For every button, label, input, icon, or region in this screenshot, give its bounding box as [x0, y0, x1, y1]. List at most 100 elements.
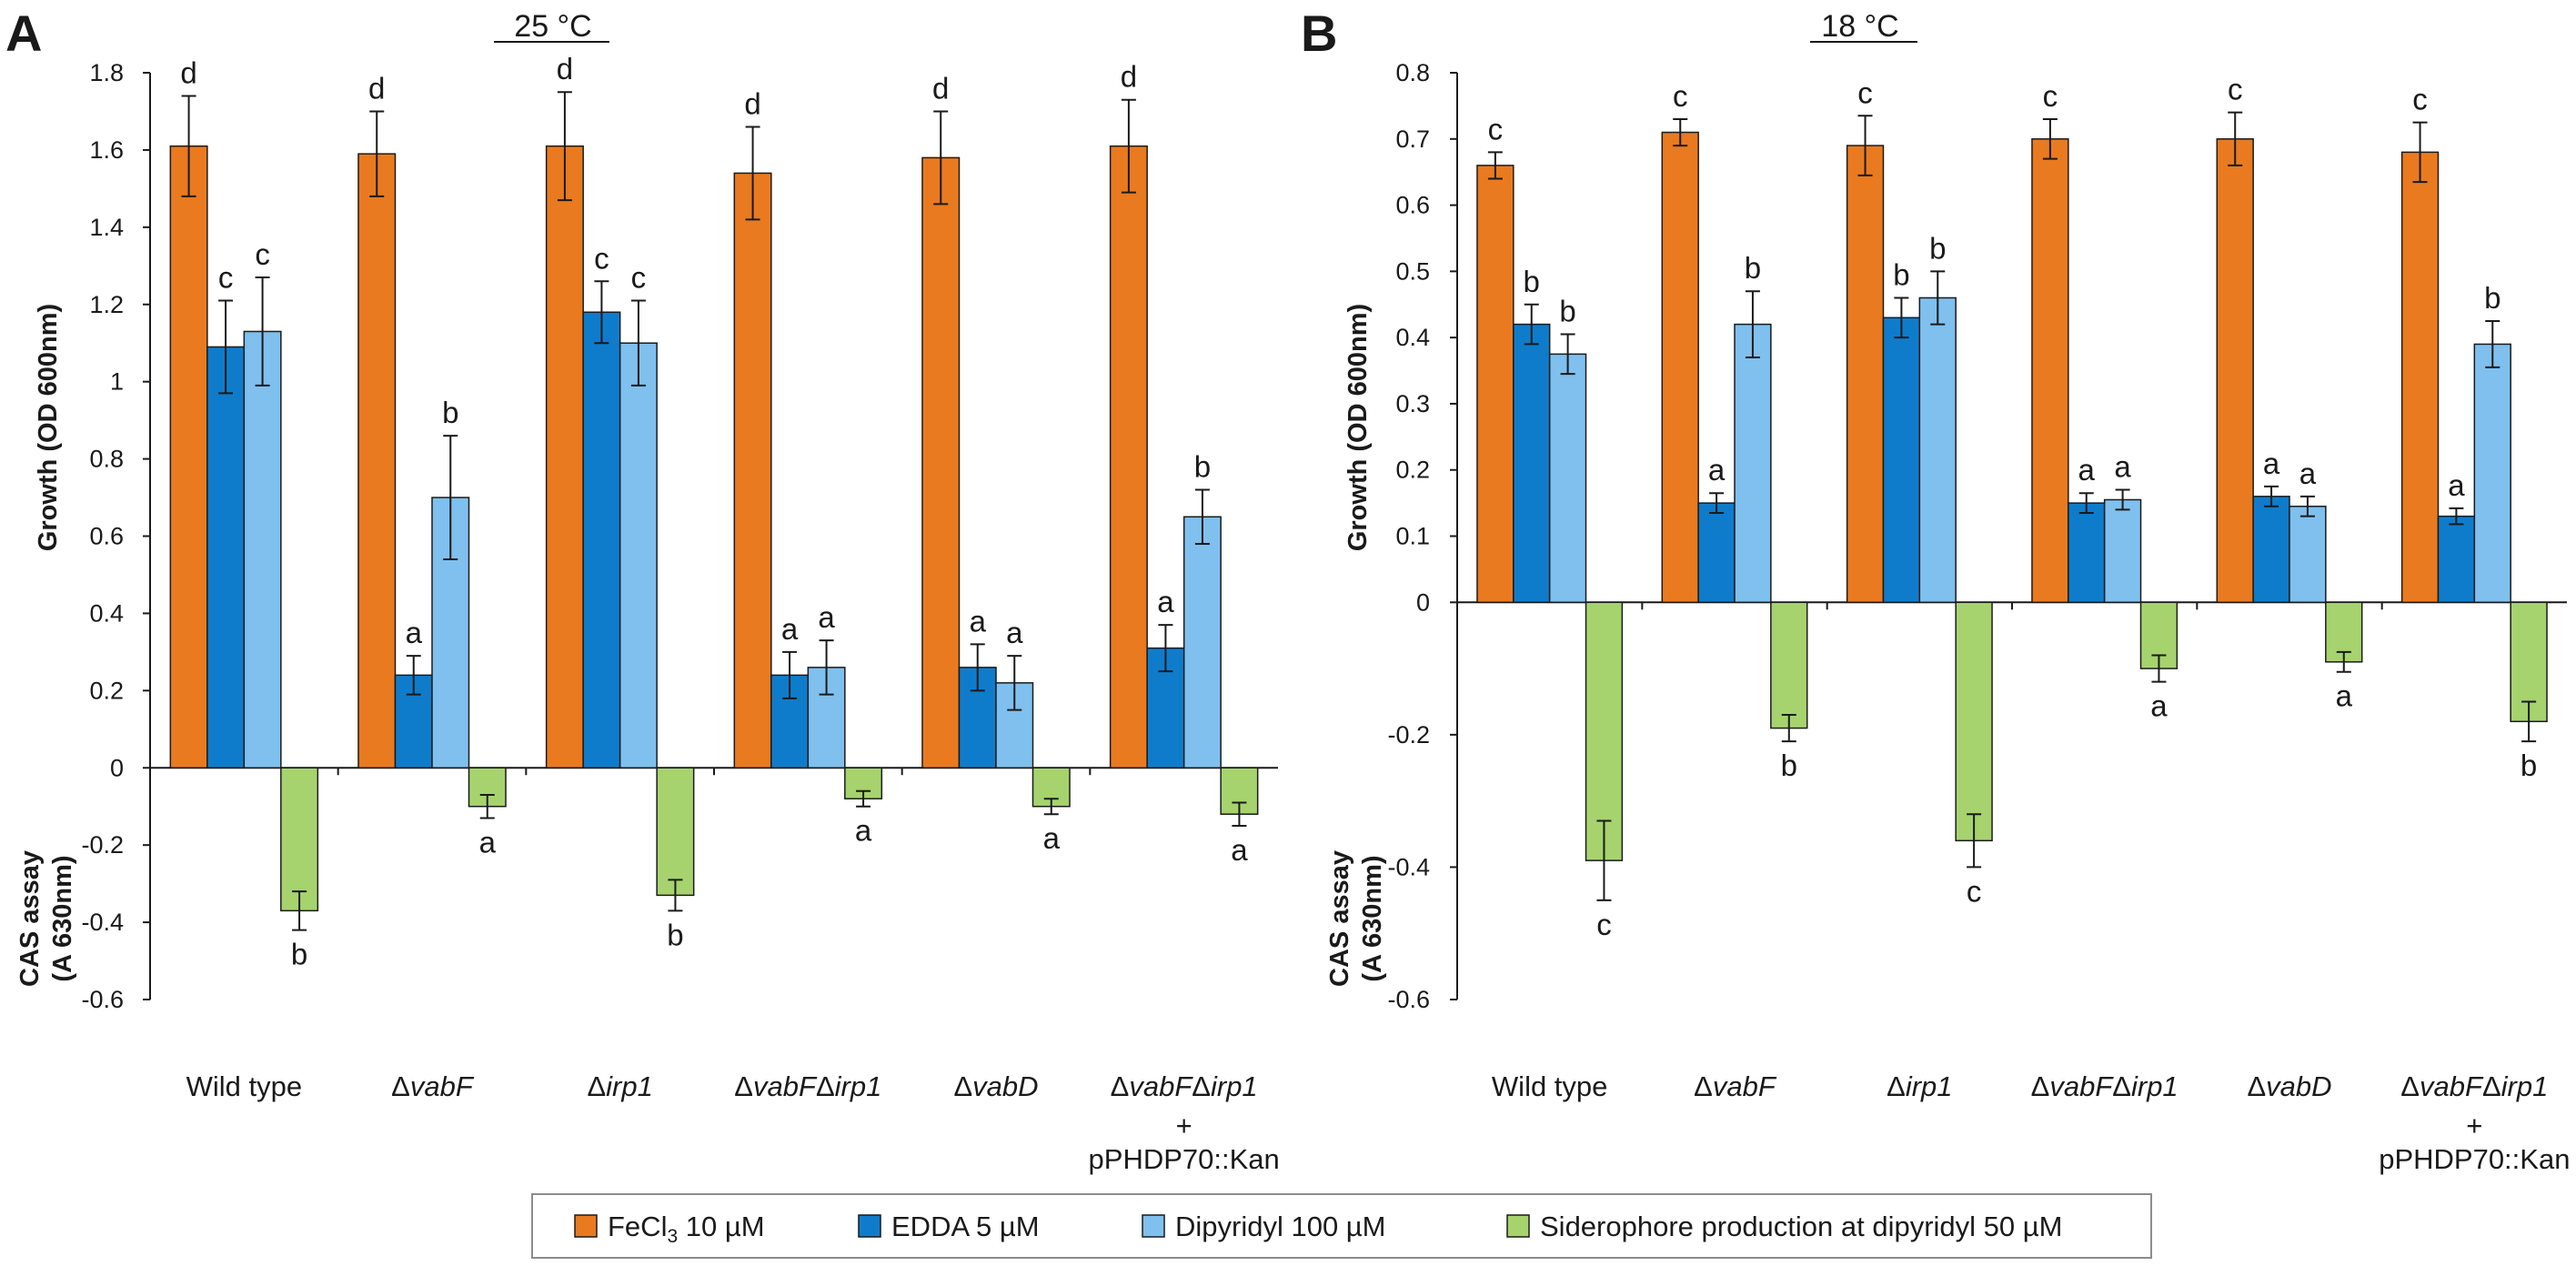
significance-label: a — [2299, 457, 2317, 490]
legend-label-sub: 3 — [667, 1226, 678, 1247]
legend-label-main: FeCl — [608, 1211, 667, 1242]
x-category-label: Δirp1 — [1887, 1070, 1952, 1102]
legend-label-main: Dipyridyl 100 µM — [1175, 1211, 1386, 1242]
x-category-label: ΔvabD — [953, 1070, 1038, 1102]
significance-label: c — [2412, 83, 2428, 116]
x-category-label: ΔvabD — [2247, 1070, 2331, 1102]
x-category-label-part: irp1 — [1906, 1070, 1953, 1102]
bar — [1476, 165, 1514, 604]
significance-label: a — [781, 612, 799, 646]
y-tick-label: -0.6 — [1387, 986, 1430, 1013]
bar — [2103, 498, 2142, 604]
y-tick-label: -0.6 — [81, 986, 124, 1013]
x-category-label: Wild type — [186, 1070, 302, 1102]
bar — [206, 346, 246, 769]
bar — [2031, 138, 2069, 604]
legend-swatch — [1506, 1214, 1530, 1238]
y-tick-label: -0.2 — [1387, 721, 1430, 749]
significance-label: a — [2150, 689, 2168, 723]
x-category-label-part: vabD — [2266, 1070, 2331, 1102]
y-tick-label: 0.2 — [1395, 457, 1430, 484]
bar — [1734, 323, 1772, 604]
significance-label: a — [2448, 468, 2465, 502]
bar — [1955, 601, 1993, 842]
x-category-label-part: irp1 — [606, 1070, 653, 1102]
legend-label-main: Siderophore production at dipyridyl 50 µ… — [1540, 1211, 2062, 1242]
significance-label: c — [1488, 112, 1504, 146]
panel-b: B 18 °C 0.8 0.7 0.6 0.5 0.4 0.3 0.2 0.1 0 -0.2 -0.4 -… — [1301, 5, 2570, 1175]
y-tick-label: 1.8 — [89, 59, 124, 86]
significance-label: c — [2228, 73, 2243, 106]
bar — [2068, 502, 2106, 604]
bar — [582, 311, 621, 769]
significance-label: b — [667, 918, 683, 951]
x-category-label-part: vabF — [2420, 1070, 2484, 1102]
significance-label: a — [855, 814, 872, 848]
panel-a: A 25 °C 1.8 1.6 1.4 1.2 1 0.8 0.6 0.4 0.2 0 -0.2 -0.4… — [5, 5, 1280, 1175]
bar — [1513, 323, 1551, 604]
bar — [280, 767, 319, 912]
bar — [1585, 601, 1624, 861]
x-category-label: Wild type — [1492, 1070, 1607, 1102]
x-category-label-part: vabF — [753, 1070, 818, 1102]
y-tick-label: 0.2 — [89, 677, 124, 704]
y-tick-label: 0.4 — [89, 599, 124, 627]
y-tick-label: 0.7 — [1395, 126, 1430, 153]
x-category-label-part: Δ — [1192, 1070, 1211, 1102]
significance-label: a — [818, 600, 835, 634]
legend-label: Siderophore production at dipyridyl 50 µ… — [1540, 1211, 2062, 1242]
legend-swatch — [858, 1214, 881, 1238]
significance-label: a — [1157, 585, 1174, 618]
bar — [1697, 502, 1736, 604]
legend-label-main: EDDA 5 µM — [891, 1211, 1040, 1242]
panel-letter: A — [5, 5, 42, 62]
x-category-label-part: Δ — [2112, 1070, 2131, 1102]
x-category-label: ΔvabFΔirp1 — [734, 1070, 881, 1102]
x-category-label-part: Δ — [816, 1070, 835, 1102]
significance-label: a — [970, 604, 987, 638]
x-category-label-part: Δ — [1111, 1070, 1130, 1102]
x-category-label-part: Δ — [2247, 1070, 2266, 1102]
significance-label: d — [1121, 60, 1137, 94]
y-axis-label-cas-line: CAS assay — [1325, 850, 1354, 987]
legend-swatch — [1142, 1214, 1165, 1238]
significance-label: a — [406, 616, 423, 649]
significance-label: c — [631, 261, 647, 295]
bar — [2400, 151, 2440, 604]
y-tick-label: 0.1 — [1395, 523, 1430, 550]
x-category-label-part: Δ — [1887, 1070, 1906, 1102]
bar — [357, 153, 397, 769]
significance-label: b — [1194, 450, 1211, 484]
bar — [1182, 516, 1222, 769]
bar — [1882, 316, 1921, 604]
bar — [1770, 601, 1808, 729]
temperature-label: 18 °C — [1821, 9, 1898, 44]
y-axis-label-cas-line: (A 630nm) — [1358, 855, 1387, 981]
bar — [1548, 353, 1587, 604]
significance-label: a — [1043, 821, 1061, 855]
y-tick-label: 0 — [110, 754, 124, 781]
x-category-label-part: irp1 — [2131, 1070, 2179, 1102]
x-category-label-extra: + — [1176, 1110, 1192, 1141]
legend-label: EDDA 5 µM — [891, 1211, 1040, 1242]
bar — [619, 342, 658, 769]
y-tick-label: 1 — [110, 368, 124, 396]
significance-label: b — [1781, 749, 1797, 782]
significance-label: d — [932, 71, 949, 105]
bar — [1109, 145, 1148, 769]
y-axis-label-growth: Growth (OD 600nm) — [34, 304, 63, 551]
significance-label: c — [1596, 908, 1612, 941]
significance-label: b — [1745, 251, 1761, 285]
y-tick-label: -0.4 — [1387, 853, 1430, 880]
bar — [169, 145, 208, 769]
significance-label: b — [442, 396, 458, 429]
bar — [2437, 515, 2476, 604]
y-tick-label: 1.4 — [89, 214, 124, 241]
x-category-label: ΔvabF — [391, 1070, 475, 1102]
bar — [921, 156, 961, 769]
significance-label: c — [218, 261, 234, 295]
x-category-label-part: vabF — [1129, 1070, 1193, 1102]
significance-label: d — [557, 52, 573, 85]
x-category-label: ΔvabFΔirp1 — [1111, 1070, 1258, 1102]
bar — [243, 330, 282, 769]
